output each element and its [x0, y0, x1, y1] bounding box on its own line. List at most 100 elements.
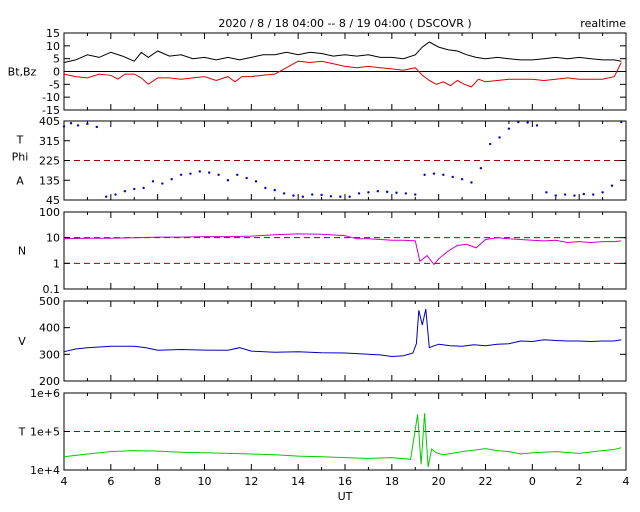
panel-frame: [63, 211, 627, 290]
phi-point: [226, 179, 230, 182]
phi-point: [414, 193, 417, 196]
x-tick-label: 0: [529, 475, 536, 488]
phi-point: [62, 125, 66, 128]
phi-point: [114, 193, 117, 196]
y-tick-label: 10: [46, 232, 60, 245]
y-tick-label: 1e+6: [30, 387, 60, 400]
x-tick-label: 14: [291, 475, 305, 488]
panel-4: 1e+6 1e+5 1e+4 T: [18, 387, 627, 477]
phi-point: [217, 173, 220, 176]
phi-point: [339, 195, 342, 198]
y-tick-label: -5: [49, 78, 60, 91]
y-tick-label: 100: [39, 206, 60, 219]
phi-point: [189, 172, 192, 175]
y-tick-label: 200: [39, 375, 60, 388]
phi-point: [245, 176, 248, 180]
chart-title: 2020 / 8 / 18 04:00 -- 8 / 19 04:00 ( DS…: [218, 17, 471, 30]
y-tick-label: 10: [46, 40, 60, 53]
phi-point: [292, 194, 295, 197]
phi-point: [329, 195, 333, 198]
phi-point: [133, 187, 136, 191]
x-tick-label: 4: [61, 475, 68, 488]
x-tick-label: 16: [338, 475, 352, 488]
phi-point: [573, 194, 576, 197]
phi-point: [395, 191, 398, 194]
phi-point: [470, 181, 473, 184]
phi-point: [563, 193, 567, 196]
phi-point: [179, 173, 183, 176]
y-tick-label: -10: [42, 91, 60, 104]
phi-point: [460, 177, 464, 181]
y-tick-label: 225: [39, 155, 60, 168]
x-tick-label: 8: [154, 475, 161, 488]
chart-panels: 151050-5-10-15Bt,Bz40531522513545TPhiA10…: [8, 27, 630, 488]
x-tick-label: 4: [623, 475, 630, 488]
y-axis-label: Phi: [12, 151, 29, 164]
phi-point: [479, 166, 483, 170]
temperature-series-line: [63, 413, 622, 468]
panel-2: 100 10 1 0.1 N: [18, 206, 627, 296]
y-tick-label: 0: [53, 66, 60, 79]
phi-point: [348, 195, 351, 198]
phi-point: [273, 188, 276, 192]
y-tick-label: 0.1: [43, 283, 61, 296]
phi-point: [423, 173, 426, 176]
y-tick-label: 45: [46, 194, 60, 207]
phi-point: [385, 190, 389, 194]
y-tick-label: 15: [46, 27, 60, 40]
phi-point: [264, 186, 267, 190]
realtime-badge: realtime: [580, 17, 626, 30]
phi-point: [507, 127, 511, 130]
x-tick-label: 6: [107, 475, 114, 488]
phi-point: [311, 193, 314, 196]
phi-point: [545, 191, 548, 194]
phi-point: [86, 122, 89, 126]
density-series-line: [63, 233, 622, 266]
phi-point: [620, 120, 623, 124]
phi-point: [582, 192, 586, 196]
panel-3: 500 400 300 200 V: [18, 295, 627, 388]
phi-point: [236, 173, 239, 176]
phi-point: [601, 191, 604, 194]
panel-1: 405 315 225 135 45 T Phi A: [12, 115, 627, 207]
phi-point: [451, 175, 454, 179]
y-axis-label: A: [16, 175, 24, 188]
phi-point: [95, 125, 98, 129]
y-tick-label: -15: [42, 104, 60, 117]
phi-point: [442, 173, 445, 176]
phi-point: [142, 186, 145, 190]
phi-point: [161, 182, 164, 185]
phi-point: [535, 124, 539, 127]
x-tick-label: 10: [198, 475, 212, 488]
y-axis-label: V: [18, 335, 26, 348]
phi-point: [282, 192, 286, 195]
phi-point: [498, 136, 501, 139]
y-tick-label: 400: [39, 322, 60, 335]
x-tick-label: 2: [576, 475, 583, 488]
phi-point: [526, 121, 529, 124]
phi-point: [404, 192, 408, 195]
x-tick-label: 20: [432, 475, 446, 488]
phi-point: [554, 194, 557, 197]
phi-point: [367, 191, 370, 194]
phi-point: [592, 193, 595, 196]
x-tick-label: 22: [479, 475, 493, 488]
bz-series-line: [63, 60, 622, 88]
phi-point: [104, 195, 108, 198]
phi-point: [376, 190, 379, 193]
panel-frame: [63, 300, 627, 382]
phi-point: [488, 142, 492, 146]
phi-point: [301, 195, 305, 198]
x-axis-label: UT: [338, 490, 353, 503]
y-tick-label: 300: [39, 348, 60, 361]
phi-point: [207, 171, 211, 174]
x-tick-label: 18: [385, 475, 399, 488]
y-tick-label: 1e+5: [30, 426, 60, 439]
y-axis-label: T: [18, 426, 26, 439]
y-tick-label: 1e+4: [30, 464, 60, 477]
phi-point: [69, 121, 73, 125]
phi-point: [610, 184, 614, 187]
phi-point: [123, 190, 127, 193]
